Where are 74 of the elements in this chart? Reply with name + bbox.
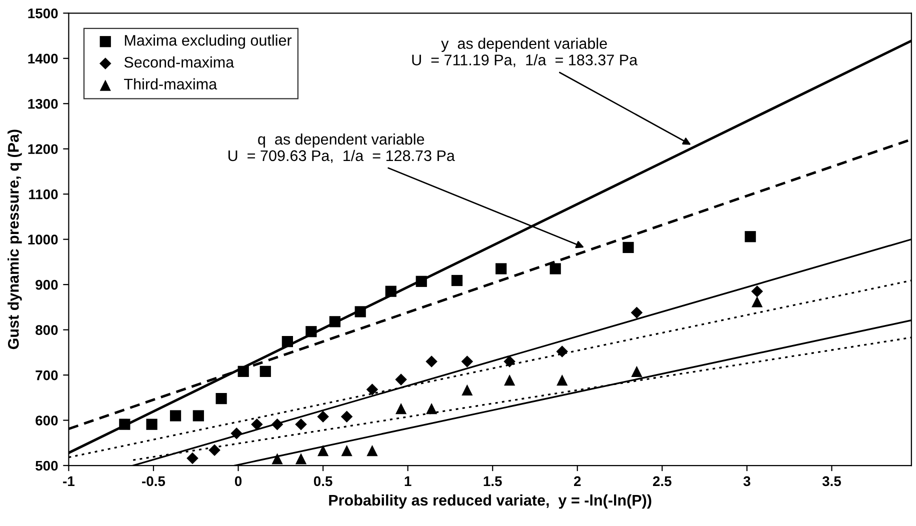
point <box>496 263 507 274</box>
y-tick-label: 500 <box>36 460 58 471</box>
y-tick-label: 600 <box>36 416 58 426</box>
point <box>341 445 352 456</box>
point <box>251 418 263 430</box>
point <box>282 336 293 348</box>
x-tick-label: -1 <box>63 476 74 486</box>
point <box>295 453 307 464</box>
point <box>119 418 130 430</box>
point <box>556 374 568 386</box>
x-tick-label: 2.5 <box>652 476 672 486</box>
point <box>146 418 158 430</box>
point <box>556 346 568 358</box>
point <box>751 285 764 298</box>
x-tick-label: -0.5 <box>142 476 166 486</box>
x-tick-label: 2 <box>574 476 581 486</box>
y-tick-label: 800 <box>36 325 58 335</box>
y-tick-label: 1500 <box>28 8 58 18</box>
point <box>416 276 427 287</box>
annotation: y as dependent variable U = 711.19 Pa, 1/a = 183.37 Pa <box>412 38 638 68</box>
point <box>504 374 516 386</box>
x-tick-label: 0.5 <box>314 476 332 486</box>
point <box>238 366 249 377</box>
point <box>451 274 463 286</box>
point <box>752 296 763 308</box>
point <box>230 428 242 440</box>
point <box>426 356 438 368</box>
y-axis-title: Gust dynamic pressure, q (Pa) <box>8 130 22 350</box>
point <box>216 393 227 404</box>
point <box>631 366 642 377</box>
point <box>461 356 474 368</box>
x-tick-label: 0 <box>234 476 242 486</box>
legend-label: Second-maxima <box>124 56 234 68</box>
annotation: q as dependent variable U = 709.63 Pa, 1/a = 128.73 Pa <box>228 133 455 163</box>
y-tick-label: 900 <box>36 280 58 290</box>
point <box>426 402 438 414</box>
point <box>744 231 756 242</box>
point <box>208 444 220 456</box>
y-tick-label: 1200 <box>28 144 58 154</box>
point <box>272 453 283 464</box>
point <box>306 326 317 338</box>
legend-label: Third-maxima <box>124 78 218 90</box>
x-tick-label: 1.5 <box>484 476 502 486</box>
point <box>395 374 407 386</box>
y-tick-label: 1100 <box>29 189 58 200</box>
x-tick-label: 3.5 <box>822 476 841 486</box>
point <box>186 452 198 464</box>
y-tick-label: 1300 <box>28 98 58 109</box>
point <box>317 410 329 423</box>
x-axis-title: Probability as reduced variate, y = -ln(-ln(P)) <box>329 494 652 509</box>
point <box>504 356 516 368</box>
point <box>295 418 307 430</box>
point <box>329 316 340 328</box>
point <box>622 242 634 254</box>
point <box>354 306 366 318</box>
point <box>395 402 407 414</box>
point <box>385 286 396 297</box>
point <box>271 418 284 430</box>
point <box>462 384 473 396</box>
x-tick-label: 1 <box>404 476 412 486</box>
point <box>550 263 561 274</box>
y-tick-label: 1400 <box>28 54 58 64</box>
point <box>366 445 378 456</box>
point <box>317 445 329 456</box>
point <box>340 410 353 423</box>
y-tick-label: 1000 <box>28 234 58 244</box>
point <box>630 306 643 319</box>
point <box>192 410 204 422</box>
y-tick-label: 700 <box>36 370 58 380</box>
point <box>170 410 182 422</box>
x-tick-label: 3 <box>743 476 750 486</box>
point <box>366 384 378 396</box>
legend-label: Maxima excluding outlier <box>124 34 292 49</box>
point <box>260 366 271 377</box>
